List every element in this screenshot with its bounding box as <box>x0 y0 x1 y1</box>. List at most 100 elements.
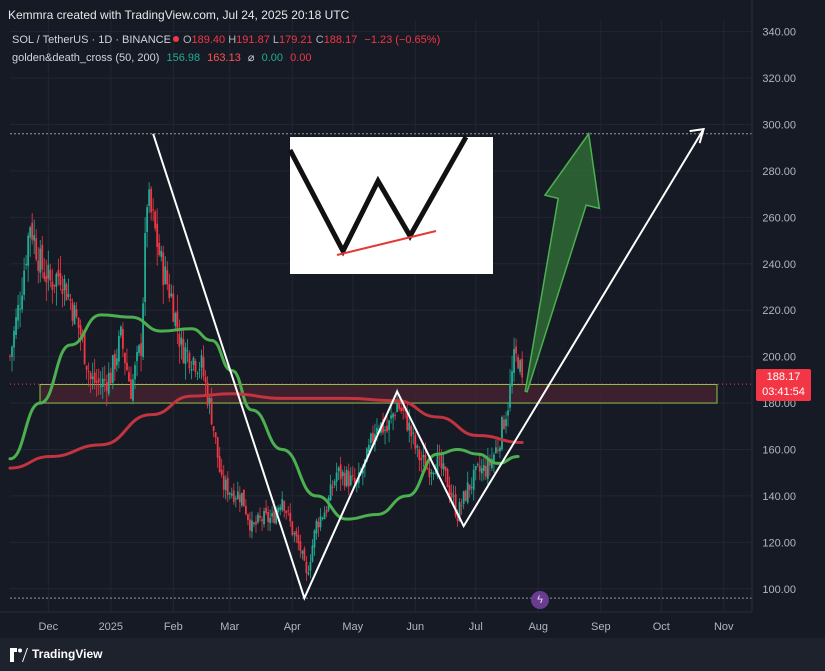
candle-body <box>323 512 326 520</box>
y-tick-label: 240.00 <box>762 259 796 271</box>
y-tick-label: 260.00 <box>762 212 796 224</box>
brand-name[interactable]: TradingView <box>32 647 103 661</box>
bar-countdown: 03:41:54 <box>762 386 805 398</box>
candle-body <box>370 433 372 443</box>
candle-body <box>51 281 54 290</box>
candle-body <box>180 337 183 345</box>
candle-body <box>269 518 272 524</box>
candle-body <box>343 472 346 487</box>
candle-body <box>484 465 487 477</box>
candle-body <box>75 309 78 317</box>
indicator-value-4: 0.00 <box>290 52 312 64</box>
candle-body <box>279 507 282 510</box>
candle-body <box>77 317 80 328</box>
candle-body <box>436 452 439 477</box>
candle-body <box>507 410 509 416</box>
candle-body <box>271 513 274 517</box>
candle-body <box>115 358 118 366</box>
candle-body <box>33 235 36 241</box>
candle-body <box>154 211 157 229</box>
candle-body <box>132 379 134 401</box>
candle-body <box>242 489 245 507</box>
candle-body <box>204 377 207 383</box>
candle-body <box>499 447 501 452</box>
candle-body <box>99 386 102 388</box>
candle-body <box>329 484 332 501</box>
candle-body <box>382 418 384 433</box>
w-pattern-line <box>152 128 705 601</box>
drawings <box>152 127 705 601</box>
candle-body <box>212 426 215 432</box>
candle-body <box>402 407 405 411</box>
symbol-name[interactable]: SOL / TetherUS · 1D · BINANCE <box>12 34 171 46</box>
candle-body <box>220 469 223 475</box>
last-price-tag: 188.17 03:41:54 <box>756 369 811 401</box>
candle-body <box>109 372 112 384</box>
candle-body <box>416 445 419 448</box>
candle-body <box>422 454 425 458</box>
candle-body <box>136 352 138 362</box>
candle-body <box>148 189 151 206</box>
candle-body <box>192 357 195 365</box>
candle-body <box>176 311 179 329</box>
candle-body <box>458 502 461 522</box>
candle-body <box>521 358 524 378</box>
candle-body <box>263 510 265 525</box>
candle-body <box>349 475 352 485</box>
tradingview-logo-icon[interactable] <box>10 648 28 662</box>
candle-body <box>230 493 233 496</box>
candle-body <box>79 325 82 335</box>
candle-body <box>414 434 417 449</box>
candle-body <box>69 298 72 302</box>
candle-body <box>482 465 485 471</box>
candle-body <box>166 270 169 285</box>
candle-body <box>101 378 104 388</box>
candle-body <box>87 371 90 373</box>
candle-body <box>444 466 447 471</box>
candle-body <box>501 416 503 450</box>
x-tick-label: Sep <box>591 621 611 633</box>
w-pattern-inset <box>287 135 493 274</box>
candle-body <box>281 499 284 510</box>
candle-body <box>321 517 324 519</box>
candle-body <box>466 482 469 503</box>
candle-body <box>214 432 217 438</box>
candle-body <box>331 486 334 489</box>
candle-body <box>208 397 211 404</box>
candle-body <box>232 490 235 502</box>
candle-body <box>152 209 155 211</box>
candle-body <box>55 273 58 287</box>
candle-body <box>386 425 388 432</box>
candle-body <box>29 227 32 238</box>
candle-body <box>448 485 451 496</box>
moving-averages <box>8 313 524 521</box>
lightning-icon[interactable]: ϟ <box>531 591 549 609</box>
candle-body <box>111 355 114 384</box>
candle-body <box>117 336 120 362</box>
candle-body <box>472 469 475 490</box>
candle-body <box>517 357 520 369</box>
candle-body <box>13 330 15 348</box>
candle-body <box>206 382 209 406</box>
indicator-symbol: ⌀ <box>247 52 255 64</box>
candle-body <box>493 454 495 463</box>
price-chart[interactable]: 100.00 120.00 140.00 160.00 180.00 200.00 220.… <box>0 0 825 638</box>
candle-body <box>305 561 308 573</box>
candle-body <box>277 507 280 513</box>
candle-body <box>142 303 144 358</box>
indicator-name[interactable]: golden&death_cross (50, 200) <box>12 52 160 64</box>
high-value: 191.87 <box>236 34 270 46</box>
candle-body <box>210 398 213 425</box>
candle-body <box>265 508 267 514</box>
candle-body <box>61 289 64 295</box>
candle-body <box>347 471 350 487</box>
change-value: −1.23 (−0.65%) <box>364 34 441 46</box>
candle-body <box>251 520 253 532</box>
candle-body <box>424 454 427 472</box>
candle-body <box>71 302 74 321</box>
candle-body <box>513 348 515 373</box>
y-tick-label: 180.00 <box>762 398 796 410</box>
candle-body <box>287 510 290 512</box>
candle-body <box>412 432 415 434</box>
candle-body <box>299 541 302 552</box>
